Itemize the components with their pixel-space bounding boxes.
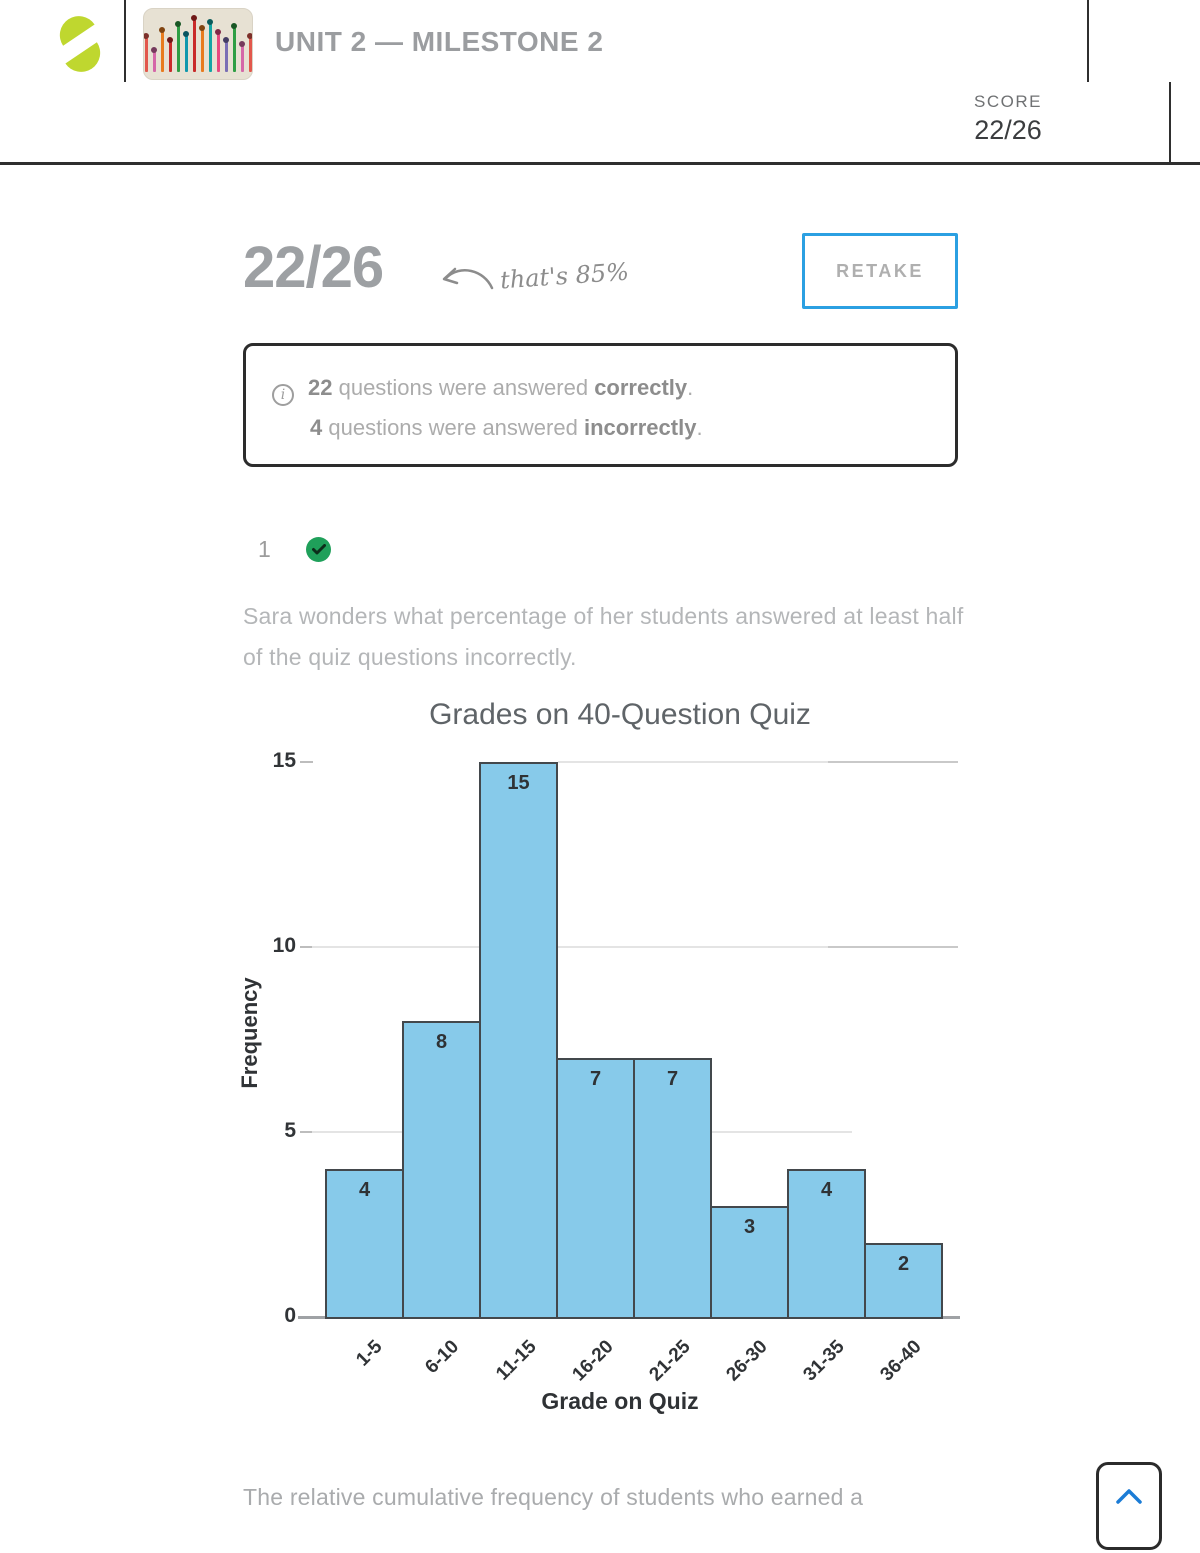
question-number: 1 <box>258 536 271 562</box>
scroll-to-top-button[interactable] <box>1096 1462 1162 1550</box>
header-divider <box>124 0 126 82</box>
score-block: SCORE 22/26 <box>940 92 1076 146</box>
y-axis-title: Frequency <box>237 977 262 1089</box>
summary-line-incorrect: 4 questions were answered incorrectly. <box>310 415 703 440</box>
bar-31-35 <box>787 1169 866 1319</box>
thumbnail-pin <box>215 29 221 72</box>
thumbnail-pin <box>247 33 252 72</box>
y-tick-label-0: 0 <box>284 1304 296 1327</box>
thumbnail-pin <box>159 27 165 72</box>
bar-value-16-20: 7 <box>589 1068 602 1090</box>
answers-summary-box: i 22 questions were answered correctly. 4… <box>243 343 958 467</box>
bar-value-21-25: 7 <box>666 1068 679 1090</box>
x-tick-label-11-15: 11-15 <box>492 1336 541 1385</box>
bar-36-40 <box>864 1243 943 1319</box>
handwritten-arrow-icon <box>442 267 494 290</box>
correct-check-icon <box>306 537 331 562</box>
y-tick-mark-5 <box>300 1131 313 1133</box>
thumbnail-pin <box>144 33 149 72</box>
retake-button[interactable]: RETAKE <box>802 233 958 309</box>
bar-value-31-35: 4 <box>820 1179 833 1201</box>
score-value: 22/26 <box>974 115 1042 145</box>
thumbnail-pin <box>239 41 245 72</box>
thumbnail-pin <box>207 19 213 72</box>
bar-1-5 <box>325 1169 404 1319</box>
thumbnail-pin <box>175 21 181 72</box>
header-bottom-border <box>0 162 1200 165</box>
x-tick-label-36-40: 36-40 <box>876 1336 926 1386</box>
thumbnail-pin <box>199 25 205 72</box>
question-text: Sara wonders what percentage of her stud… <box>243 603 964 670</box>
y-tick-label-10: 10 <box>272 934 296 957</box>
bar-16-20 <box>556 1058 635 1319</box>
y-tick-label-15: 15 <box>272 749 296 772</box>
next-question-partial-text: The relative cumulative frequency of stu… <box>243 1484 864 1510</box>
handwritten-note: that's 85% <box>499 257 630 295</box>
sophia-logo-icon <box>59 16 101 72</box>
y-tick-label-5: 5 <box>284 1119 296 1142</box>
page-border-line <box>1087 0 1089 82</box>
thumbnail-pin <box>167 37 173 72</box>
thumbnail-pin <box>151 47 157 72</box>
bar-value-26-30: 3 <box>743 1216 756 1238</box>
y-tick-mark-10 <box>300 946 313 948</box>
summary-line-correct: i 22 questions were answered correctly. <box>272 368 931 408</box>
thumbnail-pin <box>231 23 237 72</box>
info-icon: i <box>272 384 294 406</box>
bar-value-11-15: 15 <box>507 772 530 794</box>
x-tick-label-21-25: 21-25 <box>645 1336 695 1386</box>
course-thumbnail <box>143 8 253 80</box>
x-axis-title: Grade on Quiz <box>541 1388 699 1414</box>
chart-title: Grades on 40-Question Quiz <box>429 698 811 731</box>
y-tick-mark-15 <box>300 761 313 763</box>
bar-value-6-10: 8 <box>435 1031 448 1053</box>
x-tick-label-6-10: 6-10 <box>421 1336 464 1378</box>
x-tick-label-1-5: 1-5 <box>352 1336 387 1371</box>
histogram-chart: Grades on 40-Question Quiz Frequency Gra… <box>237 690 970 1430</box>
bar-11-15 <box>479 762 558 1319</box>
x-tick-label-16-20: 16-20 <box>568 1336 618 1386</box>
x-tick-label-26-30: 26-30 <box>722 1336 772 1386</box>
page-title: UNIT 2 — MILESTONE 2 <box>275 26 604 57</box>
thumbnail-pin <box>183 31 189 72</box>
chevron-up-icon <box>1116 1489 1142 1504</box>
page-border-line <box>1169 82 1171 164</box>
bar-6-10 <box>402 1021 481 1319</box>
thumbnail-pin <box>223 37 229 72</box>
thumbnail-pin <box>191 15 197 72</box>
bar-value-36-40: 2 <box>897 1253 910 1275</box>
gridline-15 <box>828 761 958 763</box>
bar-21-25 <box>633 1058 712 1319</box>
x-tick-label-31-35: 31-35 <box>799 1336 849 1386</box>
big-score-text: 22/26 <box>243 235 384 300</box>
gridline-15 <box>558 761 828 763</box>
gridline-10 <box>312 946 828 948</box>
bar-value-1-5: 4 <box>358 1179 371 1201</box>
gridline-10 <box>828 946 958 948</box>
score-label: SCORE <box>974 92 1042 111</box>
